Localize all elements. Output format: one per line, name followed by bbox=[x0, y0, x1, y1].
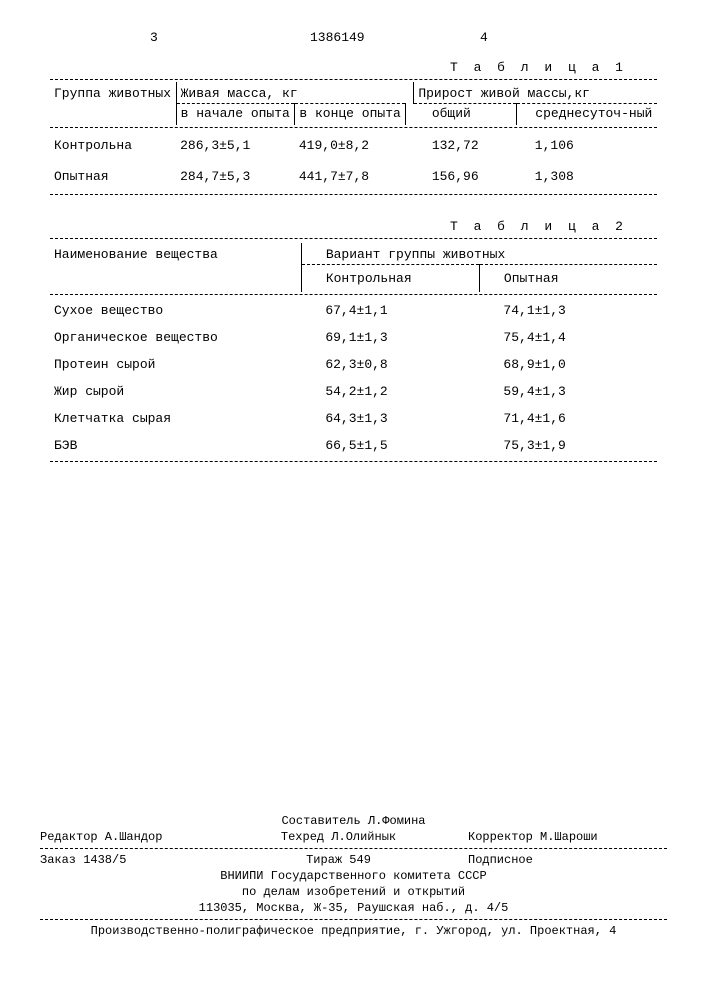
page-header: 3 1386149 4 bbox=[50, 30, 657, 54]
org-line-1: ВНИИПИ Государственного комитета СССР bbox=[40, 869, 667, 883]
org-line-2: по делам изобретений и открытий bbox=[40, 885, 667, 899]
cell: 66,5±1,5 bbox=[301, 432, 479, 459]
table-row: Опытная 284,7±5,3 441,7±7,8 156,96 1,308 bbox=[50, 161, 657, 192]
editor: Редактор А.Шандор bbox=[40, 830, 239, 844]
cell: 71,4±1,6 bbox=[479, 405, 657, 432]
cell: 1,106 bbox=[517, 130, 657, 161]
table-row: Клетчатка сырая 64,3±1,3 71,4±1,6 bbox=[50, 405, 657, 432]
table1-head-gain-total: общий bbox=[414, 104, 517, 126]
table-row: Жир сырой 54,2±1,2 59,4±1,3 bbox=[50, 378, 657, 405]
cell: 74,1±1,3 bbox=[479, 297, 657, 324]
tirage: Тираж 549 bbox=[239, 853, 438, 867]
cell: Контрольна bbox=[50, 130, 176, 161]
divider bbox=[50, 294, 657, 295]
cell: 64,3±1,3 bbox=[301, 405, 479, 432]
table2-head-test: Опытная bbox=[479, 265, 657, 293]
cell: 75,3±1,9 bbox=[479, 432, 657, 459]
cell: Жир сырой bbox=[50, 378, 301, 405]
table-row: Органическое вещество 69,1±1,3 75,4±1,4 bbox=[50, 324, 657, 351]
table1-head-group: Группа животных bbox=[50, 82, 176, 125]
table2-head-name: Наименование вещества bbox=[50, 243, 301, 292]
table-row: Сухое вещество 67,4±1,1 74,1±1,3 bbox=[50, 297, 657, 324]
cell: 54,2±1,2 bbox=[301, 378, 479, 405]
table2-head-variant: Вариант группы животных bbox=[301, 243, 657, 265]
table1-head-mass: Живая масса, кг bbox=[176, 82, 406, 104]
table2-caption: Т а б л и ц а 2 bbox=[50, 219, 627, 234]
address-2: Производственно-полиграфическое предприя… bbox=[40, 924, 667, 938]
table1-head-mass-end: в конце опыта bbox=[295, 104, 406, 126]
divider bbox=[50, 127, 657, 128]
compiler: Составитель Л.Фомина bbox=[40, 814, 667, 828]
table-row: БЭВ 66,5±1,5 75,3±1,9 bbox=[50, 432, 657, 459]
cell: 62,3±0,8 bbox=[301, 351, 479, 378]
table1-head-gain: Прирост живой массы,кг bbox=[414, 82, 657, 104]
corrector: Корректор М.Шароши bbox=[438, 830, 667, 844]
colophon: Составитель Л.Фомина Редактор А.Шандор Т… bbox=[0, 812, 707, 940]
cell: 67,4±1,1 bbox=[301, 297, 479, 324]
cell: 156,96 bbox=[414, 161, 517, 192]
cell: 59,4±1,3 bbox=[479, 378, 657, 405]
table-row: Контрольна 286,3±5,1 419,0±8,2 132,72 1,… bbox=[50, 130, 657, 161]
table-row: Протеин сырой 62,3±0,8 68,9±1,0 bbox=[50, 351, 657, 378]
divider bbox=[50, 79, 657, 80]
table1-head-mass-start: в начале опыта bbox=[176, 104, 295, 126]
divider bbox=[40, 848, 667, 849]
cell: Органическое вещество bbox=[50, 324, 301, 351]
page-col-right: 4 bbox=[480, 30, 488, 45]
table1-head-gain-daily: среднесуточ-ный bbox=[517, 104, 657, 126]
cell: 68,9±1,0 bbox=[479, 351, 657, 378]
table1-caption: Т а б л и ц а 1 bbox=[50, 60, 627, 75]
cell: 419,0±8,2 bbox=[295, 130, 406, 161]
cell: Опытная bbox=[50, 161, 176, 192]
divider bbox=[50, 194, 657, 195]
table1: Группа животных Живая масса, кг Прирост … bbox=[50, 82, 657, 192]
page-col-left: 3 bbox=[150, 30, 158, 45]
subscription: Подписное bbox=[438, 853, 667, 867]
address-1: 113035, Москва, Ж-35, Раушская наб., д. … bbox=[40, 901, 667, 915]
table2: Наименование вещества Вариант группы жив… bbox=[50, 243, 657, 459]
cell: 1,308 bbox=[517, 161, 657, 192]
divider bbox=[40, 919, 667, 920]
cell: 286,3±5,1 bbox=[176, 130, 295, 161]
divider bbox=[50, 461, 657, 462]
cell: Протеин сырой bbox=[50, 351, 301, 378]
cell: Клетчатка сырая bbox=[50, 405, 301, 432]
table2-head-control: Контрольная bbox=[301, 265, 479, 293]
document-number: 1386149 bbox=[310, 30, 365, 45]
divider bbox=[50, 238, 657, 239]
order: Заказ 1438/5 bbox=[40, 853, 239, 867]
cell: 69,1±1,3 bbox=[301, 324, 479, 351]
cell: 132,72 bbox=[414, 130, 517, 161]
tech: Техред Л.Олийнык bbox=[239, 830, 438, 844]
cell: 75,4±1,4 bbox=[479, 324, 657, 351]
cell: Сухое вещество bbox=[50, 297, 301, 324]
cell: 284,7±5,3 bbox=[176, 161, 295, 192]
cell: БЭВ bbox=[50, 432, 301, 459]
cell: 441,7±7,8 bbox=[295, 161, 406, 192]
